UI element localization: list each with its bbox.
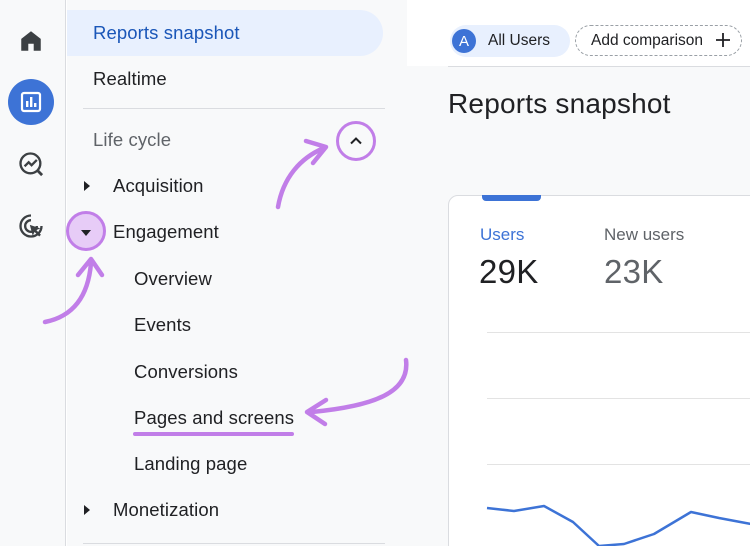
collapse-highlight-circle <box>336 121 376 161</box>
nav-subitem-overview[interactable]: Overview <box>134 268 212 289</box>
nav-divider <box>83 543 385 544</box>
nav-item-acquisition[interactable]: Acquisition <box>113 175 204 196</box>
metrics-card: Users 29K New users 23K <box>448 195 750 546</box>
add-comparison-button[interactable]: Add comparison <box>575 25 742 56</box>
icon-rail <box>0 0 66 546</box>
nav-subitem-conversions[interactable]: Conversions <box>134 361 238 382</box>
add-comparison-label: Add comparison <box>591 31 704 49</box>
nav-item-reports-snapshot[interactable]: Reports snapshot <box>67 10 383 56</box>
chart-gridline <box>487 332 750 333</box>
nav-item-monetization[interactable]: Monetization <box>113 499 220 520</box>
main-content: A All Users Add comparison Reports snaps… <box>407 0 750 546</box>
metric-label-new-users[interactable]: New users <box>604 225 685 244</box>
nav-item-realtime[interactable]: Realtime <box>93 68 167 89</box>
expand-caret-icon[interactable] <box>84 505 90 515</box>
explore-icon[interactable] <box>8 141 54 187</box>
metric-value-users: 29K <box>479 253 539 290</box>
plus-icon <box>716 33 730 47</box>
home-icon[interactable] <box>8 18 54 64</box>
collapse-caret-icon[interactable] <box>81 230 91 236</box>
reports-nav: Reports snapshot Realtime Life cycle Acq… <box>66 0 407 546</box>
metric-value-new-users: 23K <box>604 253 664 290</box>
chart-gridline <box>487 398 750 399</box>
metric-label-users[interactable]: Users <box>480 225 525 244</box>
active-tab-indicator <box>482 195 541 201</box>
highlight-underline <box>133 432 294 436</box>
page-title: Reports snapshot <box>448 88 671 119</box>
segment-chip[interactable]: A All Users <box>450 25 570 57</box>
collapse-chevron-icon[interactable] <box>346 131 366 151</box>
nav-subitem-events[interactable]: Events <box>134 314 192 335</box>
nav-subitem-pages-and-screens[interactable]: Pages and screens <box>134 407 295 428</box>
segment-label: All Users <box>488 32 551 49</box>
chart-gridline <box>487 464 750 465</box>
topbar-divider <box>448 66 750 67</box>
expand-caret-icon[interactable] <box>84 181 90 191</box>
nav-divider <box>83 108 385 109</box>
segment-avatar: A <box>452 29 476 53</box>
advertising-icon[interactable] <box>8 203 54 249</box>
users-trend-line <box>486 504 750 546</box>
nav-item-engagement[interactable]: Engagement <box>113 221 219 242</box>
nav-subitem-landing-page[interactable]: Landing page <box>134 453 248 474</box>
bar-chart-icon[interactable] <box>8 79 54 125</box>
nav-section-label: Life cycle <box>93 129 172 150</box>
